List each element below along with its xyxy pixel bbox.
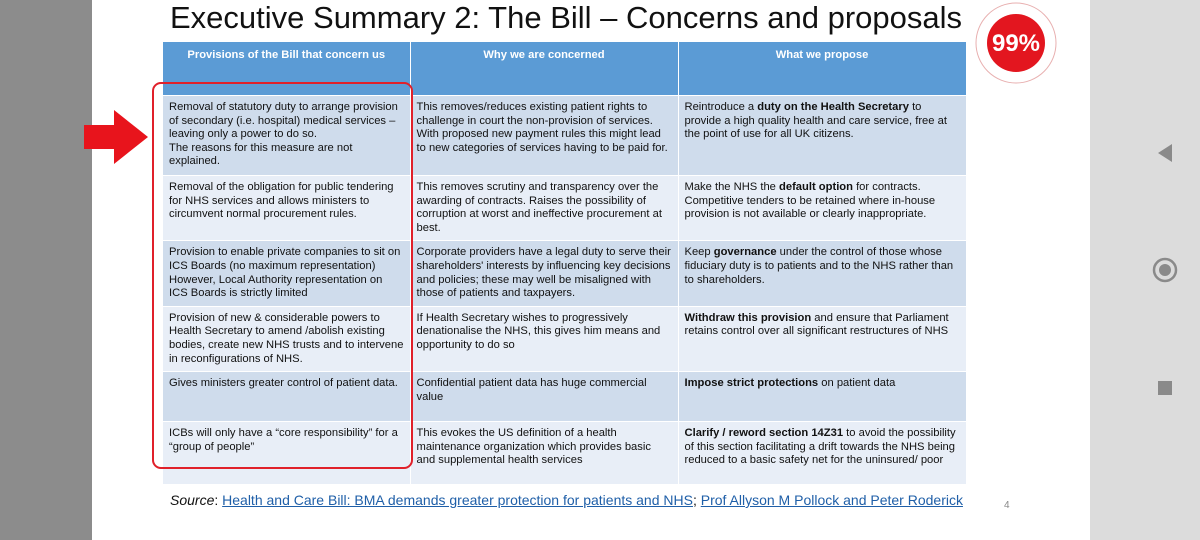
table-cell: Withdraw this provision and ensure that … xyxy=(678,305,967,372)
highlight-box xyxy=(152,82,413,469)
table-row: ICBs will only have a “core responsibili… xyxy=(163,421,967,484)
cell-text: This removes/reduces existing patient ri… xyxy=(416,101,668,154)
header-row: Provisions of the Bill that concern us Wh… xyxy=(163,42,967,96)
cell-text: ICBs will only have a “core responsibili… xyxy=(169,427,398,453)
link-separator: ; xyxy=(692,492,701,508)
slide: Executive Summary 2: The Bill – Concerns… xyxy=(92,0,1090,540)
table-cell: Confidential patient data has huge comme… xyxy=(410,371,679,422)
table-row: Provision to enable private companies to… xyxy=(163,240,967,307)
source-link[interactable]: Health and Care Bill: BMA demands greate… xyxy=(222,492,693,508)
table-cell: Corporate providers have a legal duty to… xyxy=(410,240,679,307)
red-arrow xyxy=(84,110,148,164)
table-cell: Gives ministers greater control of patie… xyxy=(163,371,411,422)
table-cell: Make the NHS the default option for cont… xyxy=(678,174,967,241)
home-dot xyxy=(1159,264,1171,276)
cell-text: Keep xyxy=(684,246,714,259)
cell-text: Make the NHS the xyxy=(684,181,780,193)
table-body: Removal of statutory duty to arrange pro… xyxy=(163,95,967,484)
home-button[interactable] xyxy=(1152,257,1178,283)
cell-text: and ensure that Parliament retains contr… xyxy=(684,311,949,338)
badge-disc xyxy=(987,14,1045,72)
source-link[interactable]: Prof Allyson M Pollock and Peter Roderic… xyxy=(700,492,963,508)
slide-title: Executive Summary 2: The Bill – Concerns… xyxy=(170,0,963,35)
header-cell: Provisions of the Bill that concern us xyxy=(163,42,411,96)
cell-text: to avoid the possibility of this section… xyxy=(684,427,956,467)
cell-text: to provide a high quality health and car… xyxy=(684,101,947,141)
summary-table: Provisions of the Bill that concern us Wh… xyxy=(163,42,967,484)
source-label: Source xyxy=(170,492,215,508)
cell-text: Provision to enable private companies to… xyxy=(169,246,401,300)
table-row: Provision of new & considerable powers t… xyxy=(163,305,967,372)
bold-text: Impose strict protections xyxy=(684,377,819,390)
table-cell: This evokes the US definition of a healt… xyxy=(410,421,679,484)
table-cell: This removes/reduces existing patient ri… xyxy=(410,95,679,176)
source-separator: : xyxy=(214,492,223,508)
bold-text: Clarify / reword section 14Z31 xyxy=(684,427,844,440)
table-cell: Reintroduce a duty on the Health Secreta… xyxy=(678,95,967,176)
table-cell: ICBs will only have a “core responsibili… xyxy=(163,421,411,484)
table-cell: Removal of statutory duty to arrange pro… xyxy=(163,95,411,176)
back-button[interactable] xyxy=(1158,144,1172,162)
table-cell: Impose strict protections on patient dat… xyxy=(678,371,967,422)
table-cell: Removal of the obligation for public ten… xyxy=(163,174,411,241)
table-row: Gives ministers greater control of patie… xyxy=(163,371,967,422)
cell-text: under the control of those whose fiducia… xyxy=(684,246,954,286)
cell-text: Removal of statutory duty to arrange pro… xyxy=(169,101,398,168)
left-margin xyxy=(0,0,92,540)
table-row: Removal of the obligation for public ten… xyxy=(163,174,967,241)
cell-text: This removes scrutiny and transparency o… xyxy=(416,181,662,234)
table-cell: Provision of new & considerable powers t… xyxy=(163,305,411,372)
cell-text: for contracts. Competitive tenders to be… xyxy=(684,181,936,221)
table-cell: Clarify / reword section 14Z31 to avoid … xyxy=(678,421,967,484)
bold-text: Withdraw this provision xyxy=(684,311,812,324)
header-cell: Why we are concerned xyxy=(410,42,679,96)
cell-text: This evokes the US definition of a healt… xyxy=(416,427,651,467)
table-cell: This removes scrutiny and transparency o… xyxy=(410,174,679,241)
header-cell: What we propose xyxy=(678,42,967,96)
badge: 99% xyxy=(975,2,1057,84)
table-cell: Provision to enable private companies to… xyxy=(163,240,411,307)
cell-text: Provision of new & considerable powers t… xyxy=(169,311,404,365)
source-line: Source: Health and Care Bill: BMA demand… xyxy=(170,492,970,509)
cell-text: Reintroduce a xyxy=(684,101,758,113)
table-row: Removal of statutory duty to arrange pro… xyxy=(163,95,967,176)
cell-text: If Health Secretary wishes to progressiv… xyxy=(416,311,661,351)
cell-text: on patient data xyxy=(818,377,896,390)
cell-text: Removal of the obligation for public ten… xyxy=(169,181,394,221)
bold-text: governance xyxy=(713,246,777,259)
cell-text: Corporate providers have a legal duty to… xyxy=(416,246,671,300)
recents-button[interactable] xyxy=(1158,381,1172,395)
badge-text: 99% xyxy=(992,30,1040,57)
cell-text: Gives ministers greater control of patie… xyxy=(169,377,398,390)
bold-text: default option xyxy=(779,181,853,193)
page-number: 4 xyxy=(1004,500,1010,511)
cell-text: Confidential patient data has huge comme… xyxy=(416,377,647,403)
nav-bar xyxy=(1152,144,1178,395)
table-cell: If Health Secretary wishes to progressiv… xyxy=(410,305,679,372)
arrow-shape xyxy=(84,110,148,164)
table-cell: Keep governance under the control of tho… xyxy=(678,240,967,307)
bold-text: duty on the Health Secretary xyxy=(757,101,909,113)
